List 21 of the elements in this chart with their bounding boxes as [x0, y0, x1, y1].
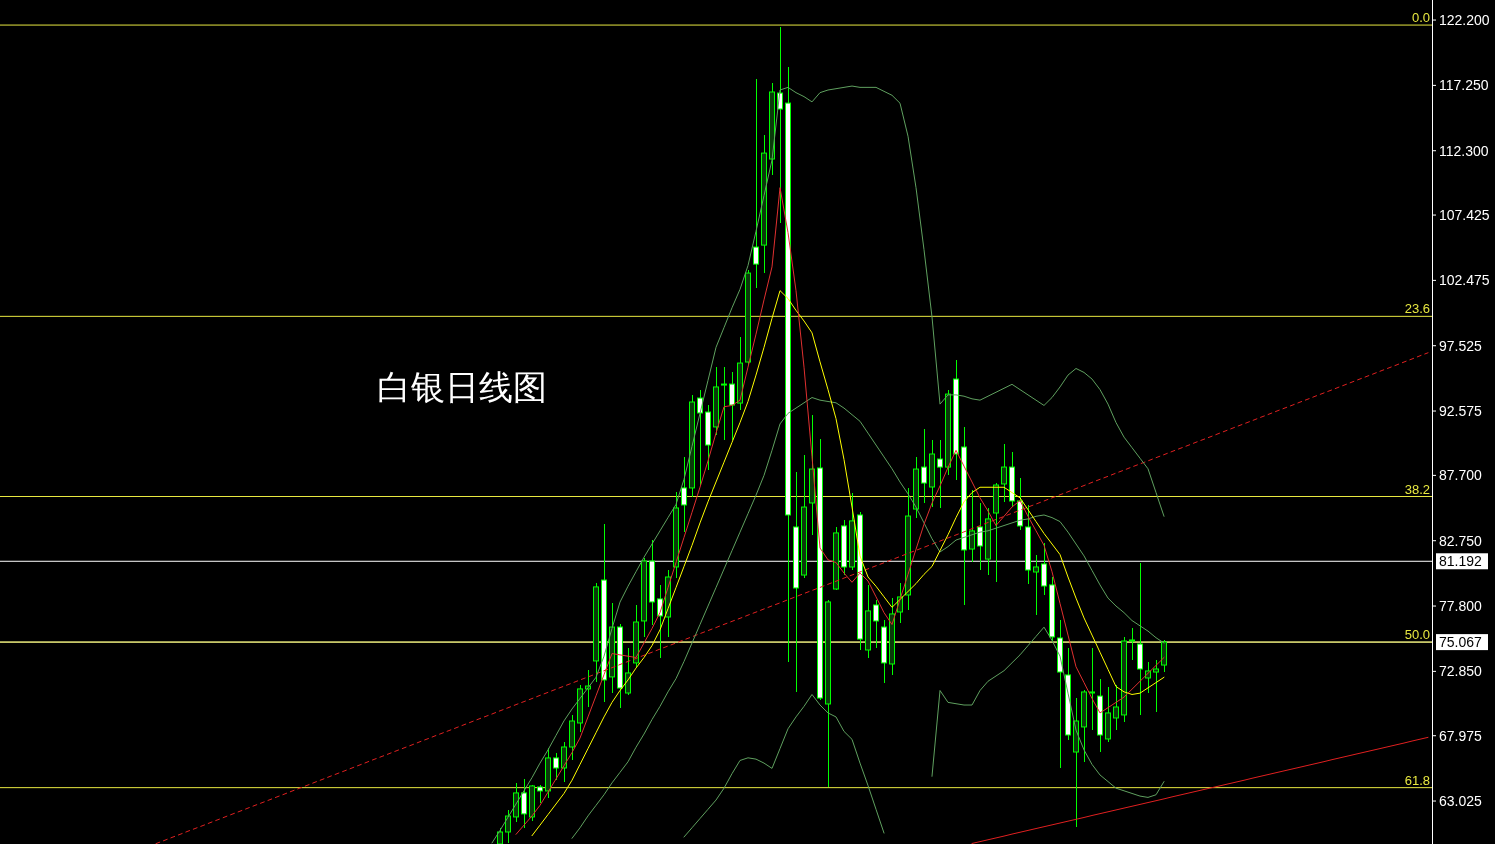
y-tick-label: 87.700: [1439, 467, 1483, 484]
annotation: 23.6: [1404, 301, 1430, 317]
ref-line-label: 75.067: [1439, 634, 1483, 651]
y-tick-label: 117.250: [1439, 77, 1489, 94]
y-tick-label: 82.750: [1439, 532, 1483, 549]
annotation: 0.0: [1411, 10, 1430, 26]
y-tick-label: 122.200: [1439, 12, 1490, 29]
y-tick-label: 92.575: [1439, 403, 1483, 420]
annotation: 38.2: [1404, 481, 1430, 497]
ref-line-label: 81.192: [1439, 553, 1483, 570]
y-tick-label: 102.475: [1439, 272, 1490, 289]
y-tick-label: 107.425: [1439, 207, 1490, 224]
y-tick-label: 112.300: [1439, 142, 1489, 159]
y-tick-label: 72.850: [1439, 663, 1483, 680]
y-tick-label: 63.025: [1439, 793, 1483, 810]
y-tick-label: 77.800: [1439, 598, 1483, 615]
annotation: 50.0: [1404, 627, 1430, 643]
annotation: 61.8: [1404, 772, 1430, 788]
text: 白银日线图: [377, 367, 547, 407]
y-tick-label: 97.525: [1439, 337, 1483, 354]
y-tick-label: 67.975: [1439, 727, 1483, 744]
